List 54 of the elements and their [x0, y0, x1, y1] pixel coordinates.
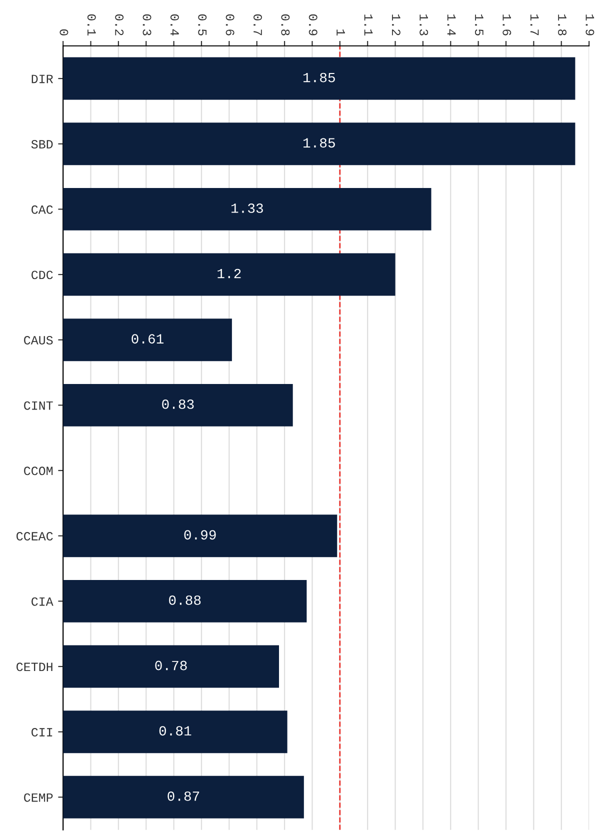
y-tick-label: CCEAC	[16, 532, 53, 540]
bar	[63, 253, 396, 296]
x-tick-label: 1.6	[502, 14, 512, 36]
bar	[63, 710, 288, 754]
x-tick-label: 1.1	[364, 14, 373, 36]
data-label: 0.87	[168, 791, 200, 801]
bar	[63, 57, 576, 100]
x-tick-label: 1	[336, 30, 345, 36]
y-tick-label: SBD	[31, 140, 53, 149]
bar	[63, 318, 232, 362]
x-tick-label: 0.3	[142, 14, 152, 36]
x-tick-label: 0.7	[253, 14, 262, 36]
y-tick-label: CDC	[32, 270, 53, 280]
y-tick-label: DIR	[32, 74, 54, 84]
data-label: 1.85	[303, 72, 335, 82]
data-label: 0.99	[184, 530, 216, 540]
y-tick-label: CEMP	[24, 793, 53, 802]
x-tick-label: 1.9	[586, 14, 594, 36]
x-tick-label: 0.6	[226, 14, 234, 36]
data-label: 1.33	[231, 203, 263, 213]
data-label: 1.85	[303, 138, 335, 148]
data-label: 0.81	[159, 726, 192, 736]
x-tick-label: 1.4	[447, 14, 456, 36]
bar	[63, 580, 307, 622]
data-label: 1.2	[218, 268, 241, 278]
y-tick-label: CIA	[32, 597, 54, 606]
data-label: 0.78	[155, 660, 187, 670]
bar	[63, 384, 293, 426]
data-label: 0.83	[162, 399, 194, 409]
x-tick-label: 1.2	[392, 14, 400, 36]
y-tick-label: CETDH	[16, 662, 52, 672]
y-tick-label: CAUS	[24, 336, 53, 345]
x-tick-label: 0.8	[281, 14, 290, 36]
data-label: 0.88	[169, 595, 201, 605]
y-tick-label: CCOM	[24, 466, 53, 476]
x-tick-label: 1.3	[420, 14, 428, 36]
x-tick-label: 1.7	[530, 14, 539, 36]
data-label: 0.61	[132, 334, 164, 344]
x-tick-label: 1.5	[474, 14, 484, 36]
bar	[63, 514, 338, 558]
bar	[63, 776, 304, 818]
y-tick-label: CAC	[32, 205, 53, 214]
bar	[63, 122, 576, 166]
x-tick-label: 1.8	[558, 14, 566, 36]
x-tick-label: 0.1	[87, 14, 96, 36]
y-tick-label: CINT	[24, 401, 53, 410]
y-tick-label: CII	[32, 728, 52, 736]
bar	[63, 188, 432, 230]
bar	[63, 645, 279, 688]
x-tick-label: 0.9	[308, 14, 318, 36]
x-tick-label: 0	[60, 29, 68, 36]
x-tick-label: 0.5	[198, 14, 207, 36]
x-tick-label: 0.4	[170, 14, 179, 36]
x-tick-label: 0.2	[115, 14, 124, 36]
